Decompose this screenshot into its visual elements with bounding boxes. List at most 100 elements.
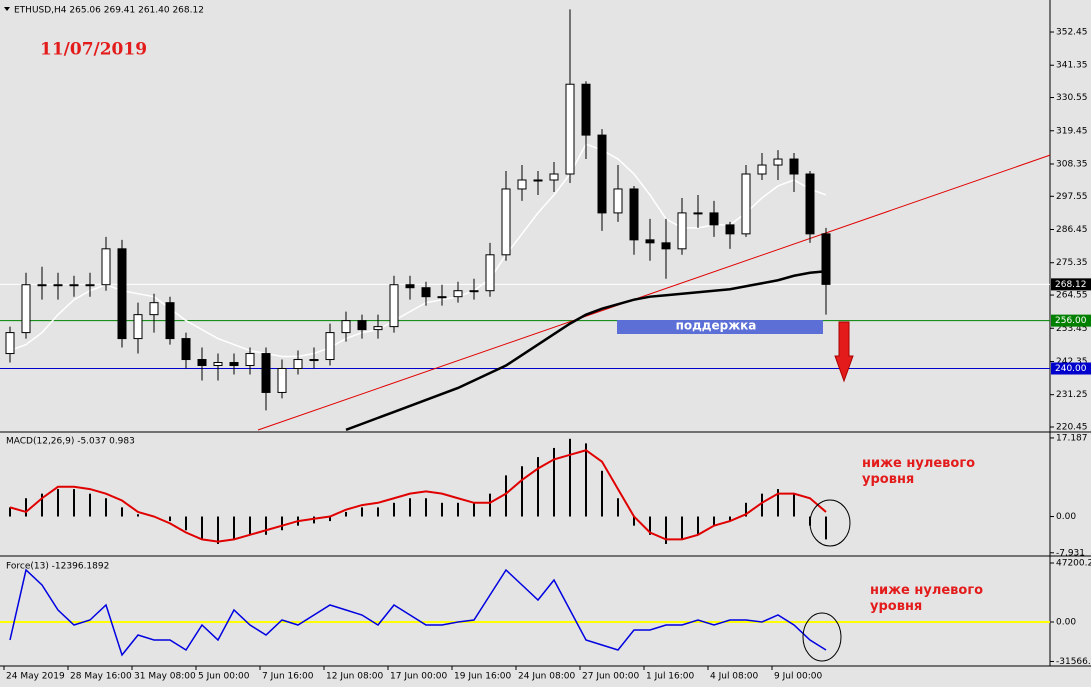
- candle-body: [117, 248, 127, 340]
- y-tick-label: 17.187: [1056, 433, 1088, 443]
- macd-bar: [265, 516, 267, 535]
- x-tick-label: 27 Jun 00:00: [582, 672, 639, 682]
- candle-body: [693, 212, 703, 215]
- force-note-box: ниже нулевого уровня: [870, 583, 983, 614]
- x-tick-label: 24 May 2019: [6, 672, 65, 682]
- candle-body: [37, 284, 47, 287]
- macd-bar: [281, 516, 283, 531]
- macd-bar: [169, 516, 171, 522]
- y-tick-label: 286.45: [1056, 225, 1088, 235]
- macd-bar: [41, 493, 43, 517]
- macd-bar: [745, 502, 747, 517]
- candle-body: [245, 353, 255, 367]
- y-tick-label: 275.35: [1056, 258, 1088, 268]
- candle-body: [325, 332, 335, 361]
- force-line: [9, 568, 827, 657]
- macd-bar: [249, 516, 251, 535]
- x-tick-label: 4 Jul 08:00: [710, 672, 759, 682]
- level-label: 268.12: [1055, 280, 1087, 290]
- candle-body: [53, 284, 63, 287]
- candle-body: [341, 320, 351, 334]
- macd-bar: [649, 516, 651, 535]
- candle-body: [773, 158, 783, 166]
- header-triangle: [4, 7, 10, 11]
- macd-bar: [393, 502, 395, 517]
- macd-bar: [25, 498, 27, 517]
- macd-bar: [361, 507, 363, 517]
- candle-body: [661, 242, 671, 250]
- candle-body: [213, 362, 223, 367]
- candle-body: [405, 284, 415, 289]
- candle-body: [389, 284, 399, 328]
- macd-bar: [569, 438, 571, 517]
- macd-bar: [537, 457, 539, 517]
- y-tick-label: 352.45: [1056, 28, 1088, 38]
- candle-body: [645, 239, 655, 244]
- macd-bar: [233, 516, 235, 540]
- symbol-header: ETHUSD,H4 265.06 269.41 261.40 268.12: [14, 6, 204, 16]
- candle-body: [741, 173, 751, 235]
- candle-body: [21, 284, 31, 334]
- candle-body: [309, 359, 319, 362]
- candle-body: [181, 338, 191, 361]
- macd-bar: [9, 507, 11, 517]
- x-tick-label: 9 Jul 00:00: [774, 672, 823, 682]
- candle-body: [485, 254, 495, 292]
- y-tick-label: 231.25: [1056, 390, 1088, 400]
- signal-line: [9, 449, 827, 543]
- macd-bar: [825, 516, 827, 540]
- macd-bar: [121, 507, 123, 517]
- candle-body: [133, 314, 143, 340]
- macd-note-box: ниже нулевого уровня: [862, 456, 975, 487]
- macd-bar: [489, 493, 491, 517]
- x-tick-label: 1 Jul 16:00: [646, 672, 695, 682]
- candle-body: [261, 353, 271, 393]
- y-tick-label: 319.45: [1056, 126, 1088, 136]
- y-tick-label: 0.00: [1056, 618, 1076, 628]
- candle-body: [149, 302, 159, 316]
- macd-bar: [137, 514, 139, 517]
- macd-bar: [57, 489, 59, 517]
- y-tick-label: -31566.5: [1056, 657, 1091, 667]
- x-tick-label: 7 Jun 16:00: [262, 672, 314, 682]
- moving-average: [9, 143, 827, 358]
- macd-bar: [73, 489, 75, 517]
- candle-body: [293, 359, 303, 370]
- candle-body: [469, 290, 479, 293]
- level-box: [1051, 362, 1091, 375]
- macd-bar: [425, 498, 427, 517]
- x-tick-label: 31 May 08:00: [134, 672, 196, 682]
- x-tick-label: 28 May 16:00: [70, 672, 132, 682]
- date-note: 11/07/2019: [40, 40, 147, 60]
- candle-body: [549, 173, 559, 181]
- macd-bar: [457, 502, 459, 517]
- candle-body: [677, 212, 687, 250]
- candle-body: [757, 164, 767, 175]
- marks: 352.45 341.35 330.55 319.45 308.35 297.55 286.…: [0, 9, 1091, 682]
- x-tick-label: 17 Jun 00:00: [390, 672, 447, 682]
- candle-body: [453, 290, 463, 298]
- level-label: 240.00: [1055, 364, 1087, 374]
- macd-bar: [521, 466, 523, 517]
- macd-bar: [201, 516, 203, 540]
- macd-bar: [329, 516, 331, 522]
- candle-body: [597, 134, 607, 214]
- macd-bar: [697, 516, 699, 535]
- x-tick-label: 24 Jun 08:00: [518, 672, 575, 682]
- macd-bar: [601, 470, 603, 517]
- macd-bar: [761, 493, 763, 517]
- macd-bar: [89, 493, 91, 517]
- down-arrow: [834, 321, 854, 383]
- y-tick-label: 253.45: [1056, 324, 1088, 334]
- candle-body: [709, 212, 719, 226]
- macd-bar: [345, 511, 347, 517]
- candle-body: [373, 326, 383, 331]
- candle-body: [437, 296, 447, 299]
- x-tick-label: 12 Jun 08:00: [326, 672, 383, 682]
- level-label: 256.00: [1055, 316, 1087, 326]
- support-box: [617, 320, 823, 334]
- macd-bar: [681, 516, 683, 540]
- candle-body: [565, 83, 575, 175]
- candle-body: [69, 284, 79, 287]
